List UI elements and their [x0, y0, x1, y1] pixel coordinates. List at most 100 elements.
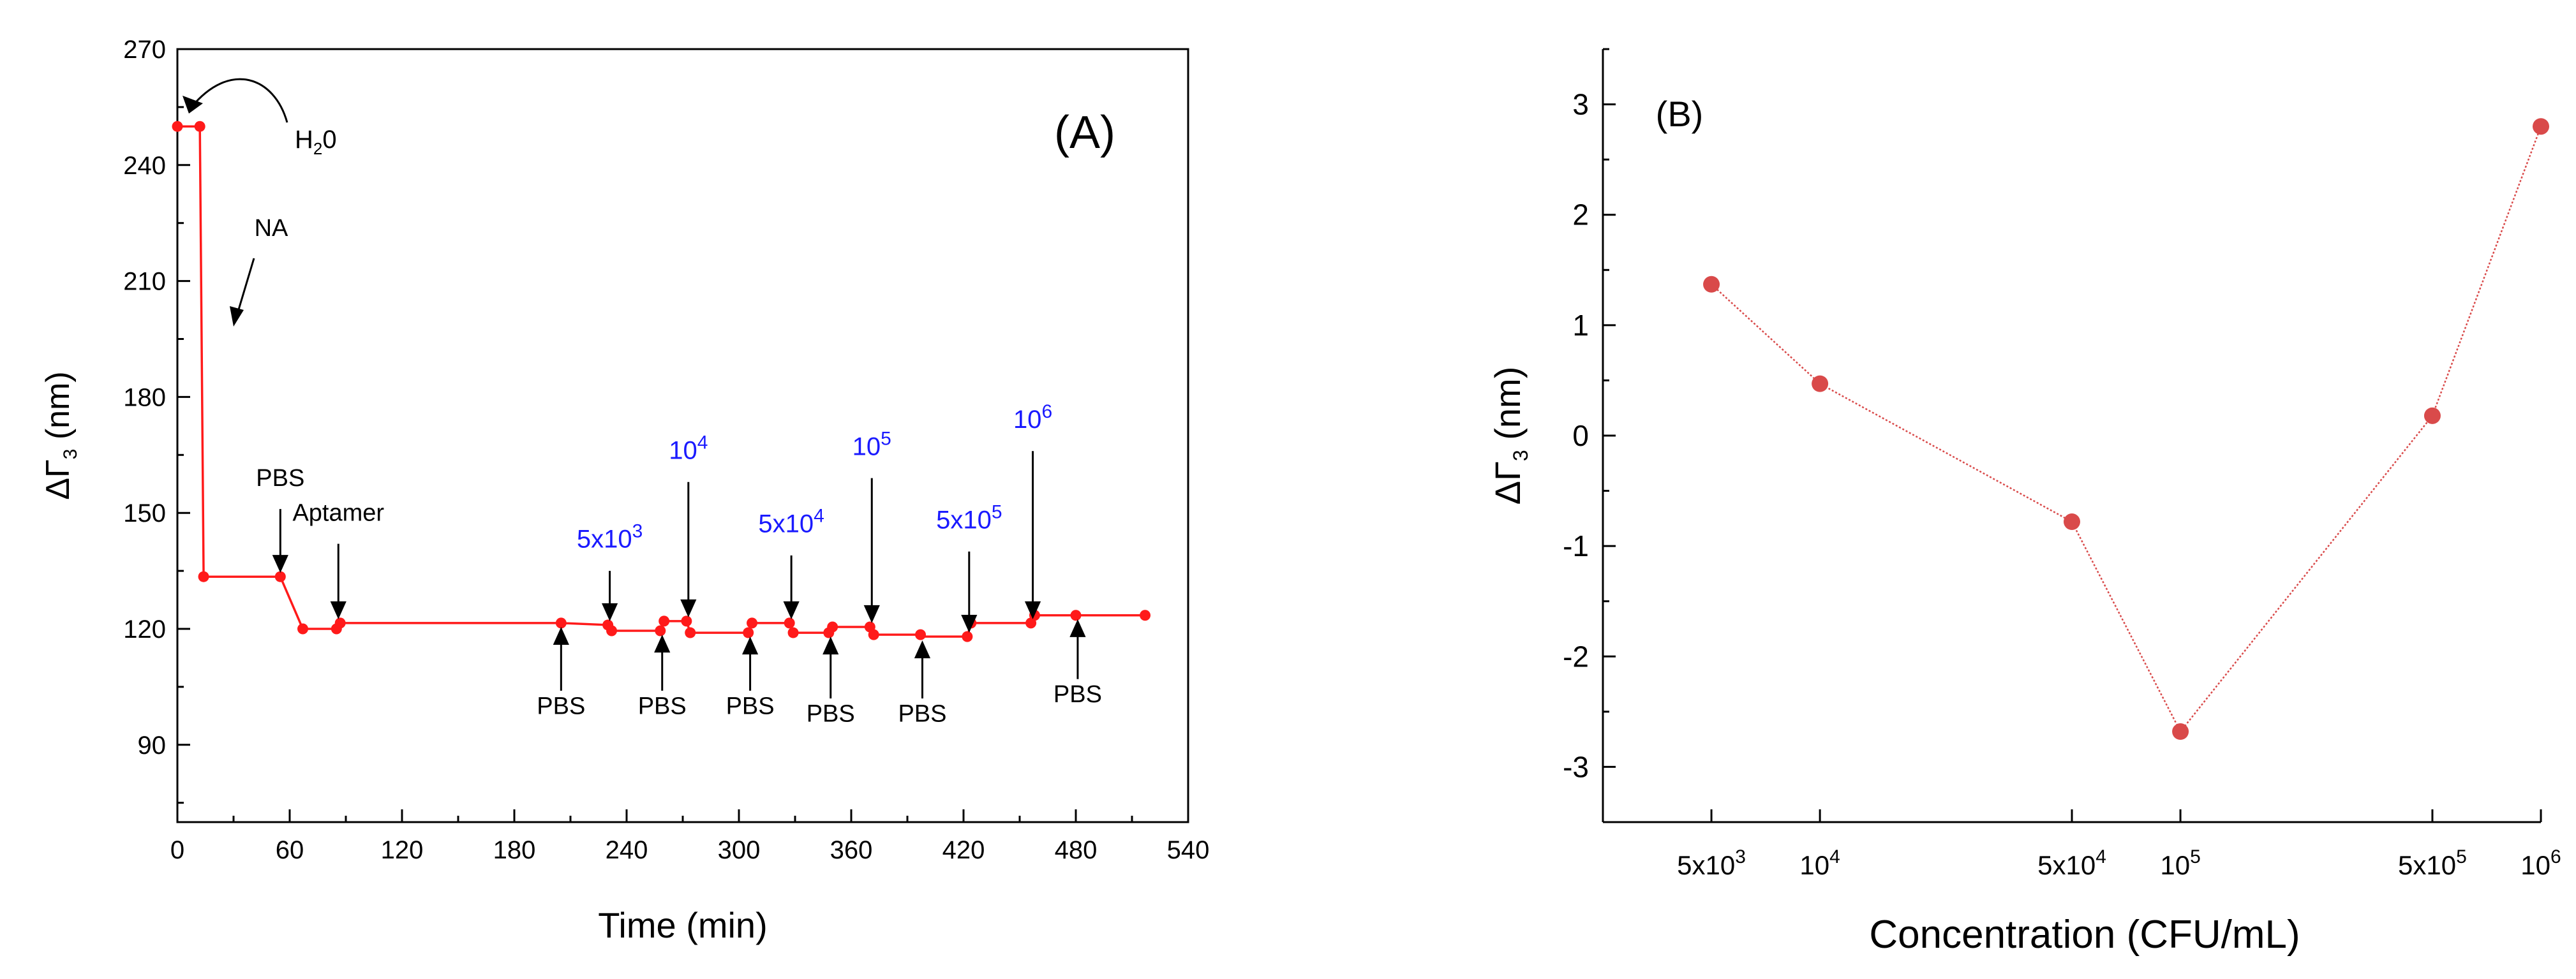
concentration-annotation-arrow-head	[961, 615, 978, 633]
h2o-arrow	[190, 78, 288, 123]
y-axis-title-sub: 3	[60, 449, 81, 460]
concentration-annotation-arrow-head	[602, 603, 618, 621]
series-a-marker	[743, 627, 754, 638]
bottom-annotation-label: PBS	[726, 693, 775, 719]
x-tick-label: 120	[381, 836, 424, 864]
y-axis-title-unit: (nm)	[1487, 367, 1528, 450]
concentration-annotation-label: 106	[1013, 401, 1052, 434]
panel-a: 0 60 120 180 240 300 360 420 480 5409012015018021…	[40, 36, 1209, 945]
x-tick-label: 0	[170, 836, 184, 864]
h2o-label: H20	[295, 126, 337, 158]
concentration-annotation-label: 104	[669, 432, 708, 464]
top-annotation-label: PBS	[256, 465, 304, 492]
x-tick-label: 420	[942, 836, 985, 864]
y-tick-label: 180	[123, 383, 166, 411]
na-arrow-head	[230, 306, 244, 327]
x-tick-label: 300	[718, 836, 761, 864]
y-tick-label: 3	[1572, 88, 1589, 121]
concentration-annotation-exp: 4	[814, 506, 824, 527]
h2o-label-tail: 0	[322, 126, 336, 154]
series-a-marker	[194, 121, 205, 132]
x-tick-label-exp: 6	[2550, 846, 2561, 867]
concentration-annotation-base: 10	[669, 436, 697, 464]
x-tick-label-base: 10	[2160, 850, 2190, 880]
x-axis-title: Time (min)	[598, 905, 767, 945]
concentration-annotation-arrow-head	[680, 599, 697, 617]
concentration-annotation-base: 5x10	[758, 510, 814, 538]
x-tick-label-base: 10	[2520, 850, 2550, 880]
y-tick-label: -3	[1563, 750, 1589, 783]
h2o-label-sub: 2	[313, 139, 322, 158]
y-tick-label: -2	[1563, 640, 1589, 673]
y-axis-title-base: ΔΓ	[1487, 461, 1528, 504]
concentration-annotation-exp: 6	[1041, 401, 1052, 422]
series-b-marker	[1703, 276, 1720, 293]
bottom-annotation-arrow-head	[553, 626, 569, 645]
x-tick-label: 5x104	[2037, 846, 2106, 880]
series-a-marker	[172, 121, 183, 132]
x-tick-label: 480	[1055, 836, 1098, 864]
series-a-marker	[606, 625, 618, 637]
bottom-annotation-label: PBS	[1053, 681, 1102, 708]
series-a-marker	[784, 617, 795, 629]
concentration-annotation-base: 5x10	[577, 526, 632, 554]
concentration-annotation-label: 5x103	[577, 521, 643, 554]
x-tick-label-exp: 3	[1735, 846, 1746, 867]
x-tick-label-exp: 4	[2096, 846, 2106, 867]
series-a-marker	[787, 627, 799, 638]
series-a-marker	[868, 629, 879, 640]
concentration-annotation-exp: 4	[697, 432, 708, 453]
y-tick-label: 1	[1572, 309, 1589, 342]
bottom-annotation-arrow-head	[914, 640, 931, 659]
series-a-marker	[681, 615, 692, 627]
series-a-marker	[274, 571, 286, 582]
series-a-marker	[334, 617, 346, 629]
x-tick-label: 104	[1799, 846, 1840, 880]
y-tick-label: 90	[138, 732, 167, 760]
series-a-marker	[297, 623, 309, 635]
series-a-marker	[1140, 610, 1151, 621]
h2o-arrow-head	[182, 96, 203, 114]
x-tick-label: 60	[276, 836, 304, 864]
y-axis-title-sub: 3	[1509, 450, 1532, 461]
y-tick-label: 150	[123, 499, 166, 527]
x-tick-label-base: 5x10	[2398, 850, 2456, 880]
bottom-annotation-arrow-head	[823, 637, 839, 655]
concentration-annotation-exp: 3	[632, 521, 643, 542]
series-b-marker	[2064, 513, 2080, 531]
y-axis-title: ΔΓ3 (nm)	[1487, 367, 1532, 505]
series-a-marker	[659, 615, 670, 627]
series-b-marker	[2423, 407, 2441, 424]
na-arrow	[236, 258, 255, 314]
x-tick-label: 5x103	[1677, 846, 1746, 880]
concentration-annotation-arrow-head	[863, 605, 880, 623]
concentration-annotation-base: 5x10	[936, 506, 992, 534]
concentration-annotation-base: 10	[1013, 406, 1042, 434]
x-tick-label: 106	[2520, 846, 2561, 880]
bottom-annotation-arrow-head	[742, 637, 759, 655]
y-tick-label: -1	[1563, 529, 1589, 563]
series-a-marker	[198, 571, 209, 582]
series-a-marker	[1070, 610, 1082, 621]
concentration-annotation-exp: 5	[881, 428, 891, 449]
bottom-annotation-label: PBS	[537, 693, 585, 719]
top-annotation-arrow-head	[272, 555, 288, 573]
x-tick-label: 540	[1167, 836, 1210, 864]
concentration-annotation-arrow-head	[783, 601, 800, 619]
top-annotation-label: Aptamer	[292, 499, 384, 526]
series-b-line	[1711, 126, 2542, 733]
x-tick-label-base: 10	[1799, 850, 1829, 880]
x-tick-label: 105	[2160, 846, 2200, 880]
concentration-annotation-label: 105	[852, 428, 891, 460]
na-label: NA	[255, 215, 288, 242]
x-tick-label-exp: 5	[2456, 846, 2467, 867]
y-tick-label: 270	[123, 36, 166, 64]
bottom-annotation-label: PBS	[898, 700, 946, 727]
series-a-marker	[685, 627, 696, 638]
bottom-annotation-label: PBS	[638, 693, 687, 719]
series-b-marker	[2172, 723, 2189, 740]
y-tick-label: 240	[123, 152, 166, 180]
concentration-annotation-label: 5x105	[936, 501, 1002, 534]
series-a-marker	[915, 629, 927, 640]
